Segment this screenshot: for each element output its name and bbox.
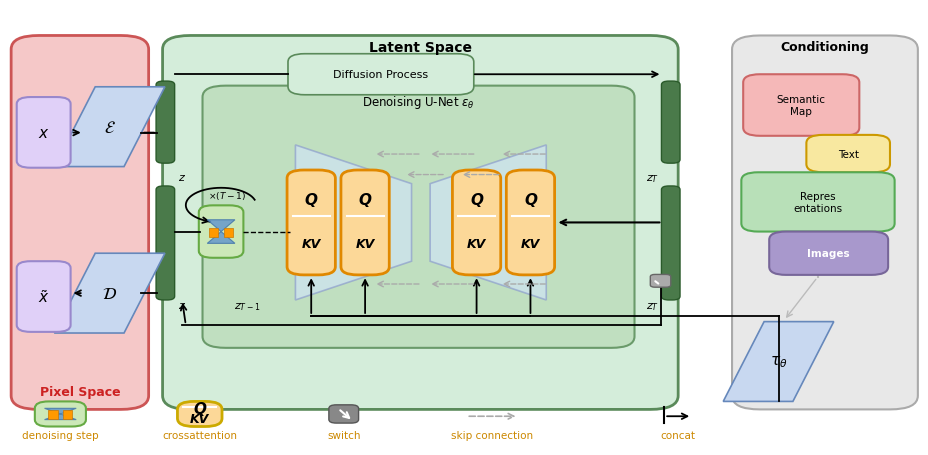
Text: KV: KV (467, 238, 485, 250)
FancyBboxPatch shape (329, 405, 358, 423)
Text: $\tilde{x}$: $\tilde{x}$ (38, 288, 49, 305)
FancyBboxPatch shape (452, 171, 500, 275)
Text: z: z (178, 173, 184, 183)
Text: Text: Text (837, 149, 857, 159)
Text: $\mathcal{D}$: $\mathcal{D}$ (102, 284, 117, 303)
Text: skip connection: skip connection (451, 430, 533, 440)
FancyBboxPatch shape (156, 187, 174, 300)
Text: Diffusion Process: Diffusion Process (333, 70, 428, 80)
Text: Q: Q (193, 401, 206, 416)
Text: crossattention: crossattention (162, 430, 237, 440)
Text: Q: Q (358, 192, 371, 207)
FancyBboxPatch shape (661, 187, 679, 300)
FancyBboxPatch shape (17, 262, 71, 332)
FancyBboxPatch shape (162, 36, 677, 410)
FancyBboxPatch shape (731, 36, 917, 410)
FancyBboxPatch shape (202, 86, 634, 348)
Text: KV: KV (521, 238, 539, 250)
Polygon shape (430, 146, 546, 300)
Text: KV: KV (190, 413, 209, 425)
Polygon shape (45, 409, 76, 420)
Text: $x$: $x$ (38, 126, 49, 141)
FancyBboxPatch shape (48, 410, 58, 420)
FancyBboxPatch shape (288, 55, 473, 96)
Text: z: z (178, 300, 184, 310)
Text: Q: Q (304, 192, 317, 207)
Text: Latent Space: Latent Space (368, 41, 471, 55)
FancyBboxPatch shape (341, 171, 389, 275)
Text: $\mathcal{E}$: $\mathcal{E}$ (104, 118, 115, 136)
Polygon shape (54, 87, 165, 167)
Text: concat: concat (660, 430, 695, 440)
Text: $z_T$: $z_T$ (646, 173, 659, 185)
FancyBboxPatch shape (11, 36, 148, 410)
Text: Q: Q (523, 192, 536, 207)
FancyBboxPatch shape (741, 173, 894, 232)
Text: Repres
entations: Repres entations (793, 192, 842, 213)
Text: Conditioning: Conditioning (780, 41, 869, 54)
Text: $z_{T-1}$: $z_{T-1}$ (234, 300, 260, 312)
FancyBboxPatch shape (287, 171, 335, 275)
Text: $z_T$: $z_T$ (646, 300, 659, 312)
FancyBboxPatch shape (63, 410, 72, 420)
Polygon shape (722, 322, 833, 402)
FancyBboxPatch shape (156, 82, 174, 164)
Text: denoising step: denoising step (22, 430, 98, 440)
Text: KV: KV (302, 238, 320, 250)
Text: Q: Q (470, 192, 483, 207)
FancyBboxPatch shape (506, 171, 554, 275)
FancyBboxPatch shape (199, 206, 243, 258)
FancyBboxPatch shape (806, 136, 889, 173)
Text: Images: Images (806, 249, 849, 258)
FancyBboxPatch shape (661, 82, 679, 164)
Text: switch: switch (327, 430, 360, 440)
FancyBboxPatch shape (209, 228, 218, 238)
FancyBboxPatch shape (742, 75, 858, 136)
FancyBboxPatch shape (650, 275, 670, 288)
FancyBboxPatch shape (768, 232, 887, 275)
Polygon shape (54, 254, 165, 333)
FancyBboxPatch shape (17, 98, 71, 168)
Text: KV: KV (355, 238, 374, 250)
FancyBboxPatch shape (177, 402, 222, 427)
FancyBboxPatch shape (224, 228, 233, 238)
Text: $\times(T-1)$: $\times(T-1)$ (208, 189, 245, 201)
Polygon shape (207, 220, 235, 244)
FancyBboxPatch shape (35, 402, 85, 427)
Text: Semantic
Map: Semantic Map (776, 95, 825, 116)
Text: Pixel Space: Pixel Space (40, 385, 120, 398)
Polygon shape (295, 146, 411, 300)
Text: $\tau_\theta$: $\tau_\theta$ (769, 354, 786, 369)
Text: Denoising U-Net $\epsilon_\theta$: Denoising U-Net $\epsilon_\theta$ (361, 94, 474, 111)
